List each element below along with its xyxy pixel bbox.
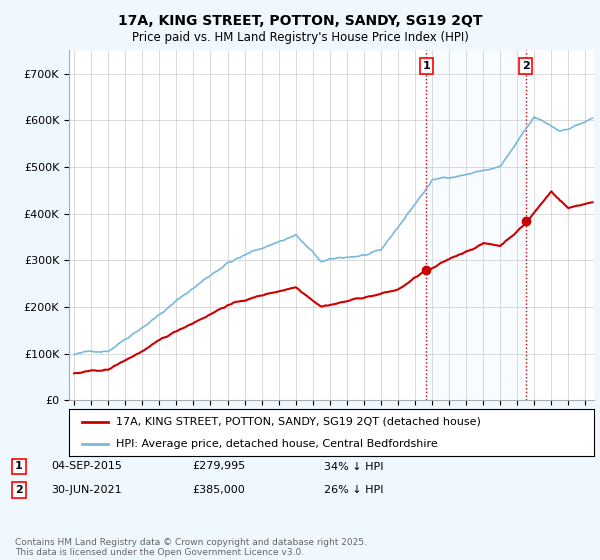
Text: HPI: Average price, detached house, Central Bedfordshire: HPI: Average price, detached house, Cent… — [116, 438, 438, 449]
Bar — [427, 50, 526, 400]
Text: £279,995: £279,995 — [192, 461, 245, 472]
Text: 30-JUN-2021: 30-JUN-2021 — [51, 485, 122, 495]
Text: 17A, KING STREET, POTTON, SANDY, SG19 2QT: 17A, KING STREET, POTTON, SANDY, SG19 2Q… — [118, 14, 482, 28]
Text: Contains HM Land Registry data © Crown copyright and database right 2025.
This d: Contains HM Land Registry data © Crown c… — [15, 538, 367, 557]
Text: 26% ↓ HPI: 26% ↓ HPI — [324, 485, 383, 495]
Text: 17A, KING STREET, POTTON, SANDY, SG19 2QT (detached house): 17A, KING STREET, POTTON, SANDY, SG19 2Q… — [116, 417, 481, 427]
Text: £385,000: £385,000 — [192, 485, 245, 495]
Text: Price paid vs. HM Land Registry's House Price Index (HPI): Price paid vs. HM Land Registry's House … — [131, 31, 469, 44]
Text: 2: 2 — [15, 485, 23, 495]
Text: 04-SEP-2015: 04-SEP-2015 — [51, 461, 122, 472]
Text: 34% ↓ HPI: 34% ↓ HPI — [324, 461, 383, 472]
Text: 1: 1 — [15, 461, 23, 472]
Text: 1: 1 — [422, 61, 430, 71]
Text: 2: 2 — [522, 61, 530, 71]
